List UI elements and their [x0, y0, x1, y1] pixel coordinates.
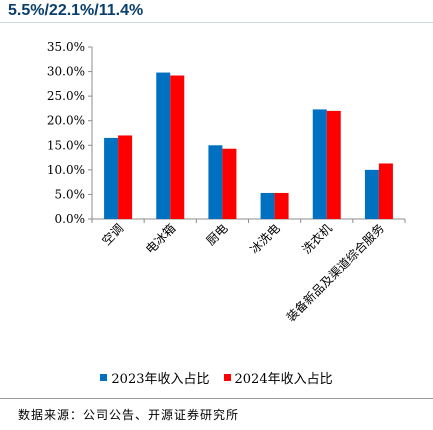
y-tick-label: 20.0%: [47, 114, 85, 128]
x-tick-label: 厨电: [204, 221, 231, 248]
bar-2024: [170, 75, 185, 219]
y-tick-label: 5.0%: [55, 187, 86, 201]
y-tick-label: 10.0%: [47, 163, 85, 177]
legend-label-2024: 2024年收入占比: [234, 372, 333, 387]
bar-2024: [118, 135, 133, 219]
bar-2024: [222, 148, 237, 219]
x-tick-label: 冰洗电: [247, 221, 282, 256]
bar-2023: [260, 192, 275, 219]
bar-2023: [208, 145, 223, 219]
legend-swatch-2024: [223, 374, 231, 381]
bar-2023: [156, 72, 171, 219]
y-tick-label: 25.0%: [47, 89, 85, 103]
y-tick-label: 30.0%: [47, 65, 85, 79]
chart-legend: 2023年收入占比 2024年收入占比: [0, 368, 433, 387]
legend-label-2023: 2023年收入占比: [111, 372, 210, 387]
y-tick-label: 15.0%: [47, 138, 85, 152]
y-tick-label: 35.0%: [47, 40, 85, 54]
bar-2024: [274, 192, 289, 219]
x-tick-label: 电冰箱: [142, 221, 178, 257]
x-tick-label: 洗衣机: [299, 221, 335, 257]
bar-2024: [378, 163, 393, 219]
x-tick-label: 空调: [99, 221, 126, 248]
bar-chart: 0.0% 5.0% 10.0% 15.0% 20.0% 25.0% 30.0% 35.0% 空调…: [47, 40, 406, 325]
legend-item-2024: 2024年收入占比: [223, 368, 333, 387]
x-tick-label: 装备新品及渠道综合服务: [283, 221, 387, 325]
bar-2024: [326, 110, 341, 219]
y-tick-label: 0.0%: [55, 212, 86, 226]
legend-item-2023: 2023年收入占比: [100, 368, 210, 387]
top-divider: [0, 22, 433, 23]
bar-2023: [104, 137, 119, 219]
source-note: 数据来源：公司公告、开源证券研究所: [18, 408, 240, 422]
page-title: 5.5%/22.1%/11.4%: [8, 2, 144, 19]
bar-2023: [312, 109, 327, 219]
bar-2023: [364, 169, 379, 219]
bottom-divider: [0, 398, 433, 399]
legend-swatch-2023: [100, 374, 108, 381]
